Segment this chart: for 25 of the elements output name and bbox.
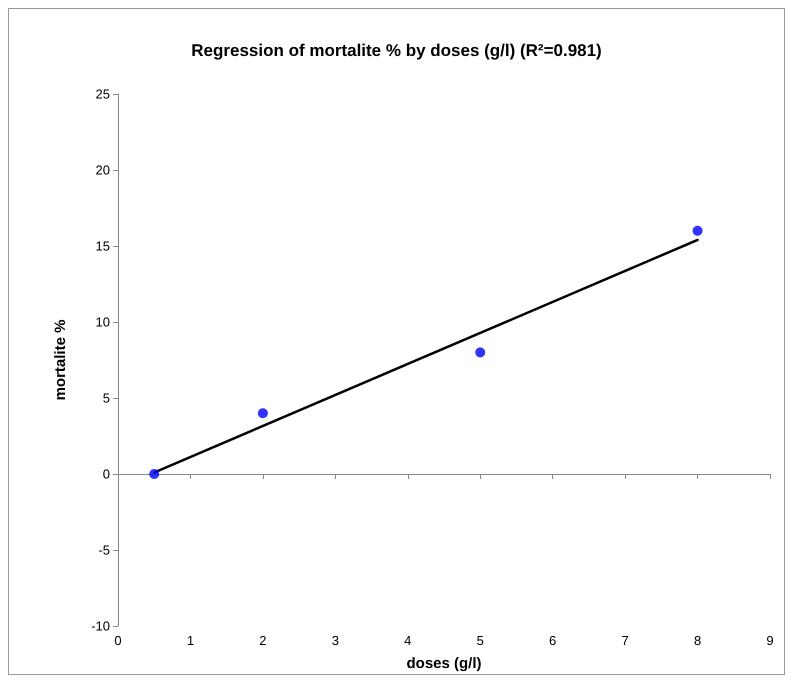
y-tick-label: 15 <box>96 238 110 254</box>
y-tick-label: 5 <box>102 390 110 406</box>
y-tick-label: -5 <box>98 542 110 558</box>
y-tick-label: 25 <box>96 86 110 102</box>
x-tick-label: 5 <box>476 633 484 648</box>
point <box>149 469 160 479</box>
chart-title: Regression of mortalite % by doses (g/l) (R²=0.981) <box>191 41 602 60</box>
x-tick-label: 2 <box>259 633 267 648</box>
x-tick-label: 8 <box>694 633 702 648</box>
y-axis-title: mortalite % <box>52 320 69 400</box>
x-tick-label: 6 <box>549 633 556 648</box>
x-tick-label: 9 <box>766 633 774 648</box>
y-tick-label: 0 <box>102 466 110 482</box>
point <box>692 226 703 236</box>
y-tick-label: 20 <box>96 162 110 178</box>
point <box>258 408 268 418</box>
x-tick-label: 4 <box>404 633 412 648</box>
x-tick-label: 0 <box>114 633 122 648</box>
point <box>475 347 486 358</box>
x-axis-title: doses (g/l) <box>406 655 482 672</box>
x-tick-label: 3 <box>332 633 339 648</box>
x-tick-label: 1 <box>186 633 194 648</box>
y-tick-label: -10 <box>91 618 110 634</box>
y-tick-label: 10 <box>96 314 110 330</box>
x-tick-label: 7 <box>621 633 629 648</box>
